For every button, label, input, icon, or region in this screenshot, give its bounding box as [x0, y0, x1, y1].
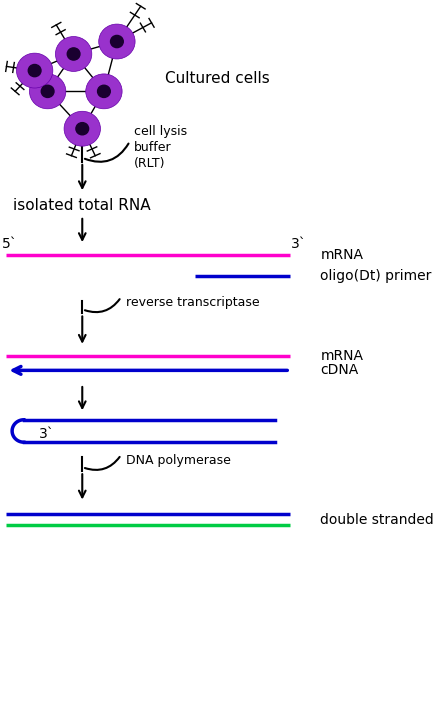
Circle shape	[67, 48, 80, 60]
Text: cDNA: cDNA	[320, 364, 359, 377]
Text: oligo(Dt) primer: oligo(Dt) primer	[320, 269, 432, 283]
Text: reverse transcriptase: reverse transcriptase	[126, 296, 259, 309]
Circle shape	[99, 24, 135, 59]
Text: isolated total RNA: isolated total RNA	[13, 198, 151, 213]
Circle shape	[28, 65, 41, 77]
Circle shape	[110, 36, 123, 48]
Text: 3`: 3`	[39, 427, 55, 442]
Text: cell lysis
buffer
(RLT): cell lysis buffer (RLT)	[134, 125, 187, 170]
Circle shape	[86, 74, 122, 109]
Text: mRNA: mRNA	[320, 349, 363, 364]
Circle shape	[64, 111, 100, 146]
Circle shape	[41, 85, 54, 97]
Text: double stranded cDNA: double stranded cDNA	[320, 513, 433, 527]
Circle shape	[55, 36, 92, 72]
Text: 3`: 3`	[291, 237, 307, 251]
Circle shape	[97, 85, 110, 97]
Circle shape	[16, 53, 53, 88]
Circle shape	[29, 74, 66, 109]
Text: DNA polymerase: DNA polymerase	[126, 454, 230, 467]
Circle shape	[76, 123, 89, 135]
Text: Cultured cells: Cultured cells	[165, 72, 269, 87]
Text: 5`: 5`	[2, 237, 18, 251]
Text: mRNA: mRNA	[320, 248, 363, 263]
